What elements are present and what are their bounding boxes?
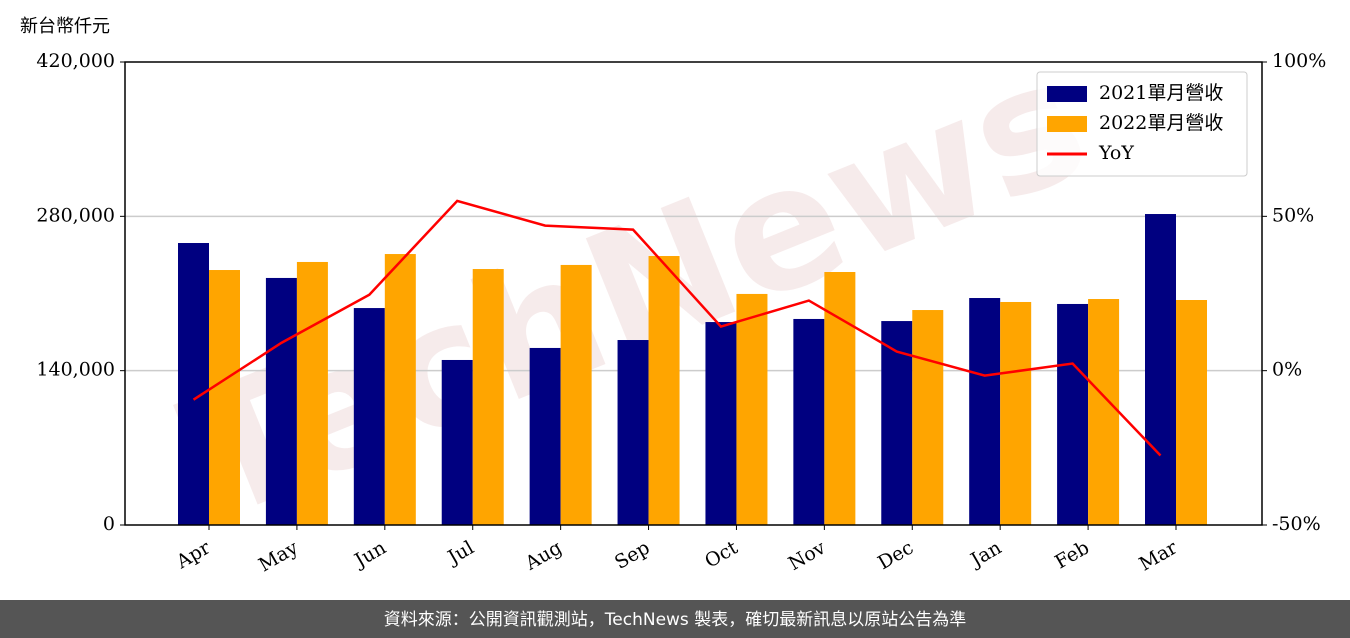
y2-tick-label: 50% — [1272, 204, 1314, 226]
bar — [648, 256, 680, 525]
bar — [472, 269, 504, 525]
bar — [705, 322, 737, 525]
legend-label: 2021單月營收 — [1099, 82, 1223, 104]
y-tick-label: 140,000 — [36, 359, 115, 381]
bar — [353, 308, 385, 525]
y-tick-label: 0 — [103, 513, 115, 535]
bar — [441, 359, 473, 525]
bar — [1145, 214, 1176, 526]
bar — [209, 270, 240, 525]
bar — [529, 347, 561, 525]
bar — [912, 310, 944, 525]
legend-box — [1036, 71, 1248, 177]
bar — [1000, 301, 1032, 525]
bar — [1057, 303, 1089, 525]
footer: 資料來源：公開資訊觀測站，TechNews 製表，確切最新訊息以原站公告為準 — [384, 610, 966, 630]
legend-label: 2022單月營收 — [1099, 112, 1223, 134]
plot-frame — [124, 61, 1263, 526]
y2-tick-label: 0% — [1272, 359, 1302, 381]
bar — [265, 277, 297, 525]
bar — [736, 293, 768, 525]
y-tick-label: 280,000 — [36, 204, 115, 226]
bar — [1176, 300, 1207, 525]
bar — [560, 264, 592, 525]
line — [192, 199, 1162, 457]
bar — [793, 318, 825, 525]
bar — [1088, 299, 1120, 525]
legend-swatch — [1047, 86, 1087, 102]
legend-swatch — [1047, 116, 1087, 132]
footer-bar — [0, 600, 1350, 638]
bar — [384, 254, 416, 525]
bar — [178, 243, 209, 525]
bar — [296, 261, 328, 525]
y2-tick-label: -50% — [1272, 513, 1321, 535]
legend-label: YoY — [1098, 142, 1134, 164]
y-tick-label: 420,000 — [36, 50, 115, 72]
y-axis-label: 新台幣仟元 — [20, 16, 110, 37]
bar — [969, 298, 1001, 525]
y2-tick-label: 100% — [1272, 50, 1326, 72]
bar — [617, 340, 649, 525]
bar — [824, 272, 856, 525]
